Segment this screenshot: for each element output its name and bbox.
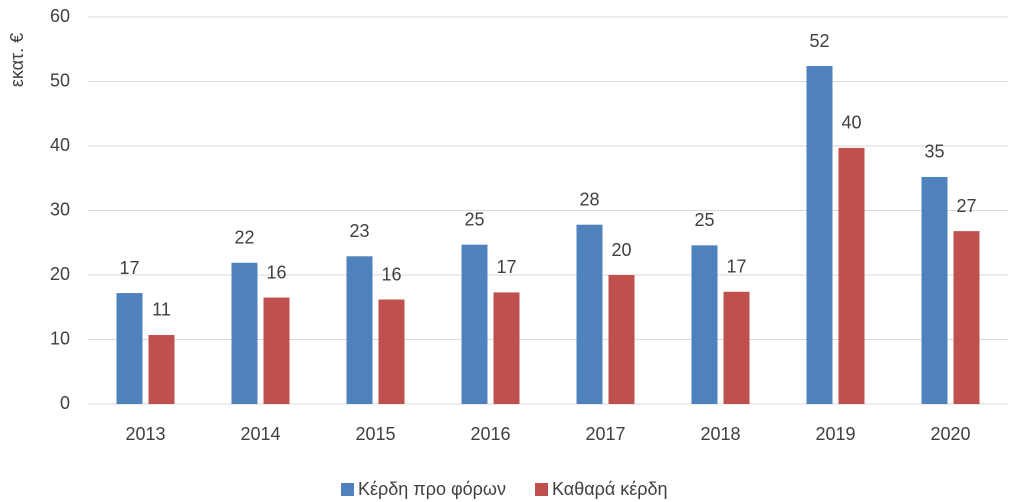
y-tick-label: 0 bbox=[60, 393, 70, 413]
bar bbox=[953, 231, 980, 404]
x-tick-label: 2015 bbox=[355, 424, 395, 444]
bar bbox=[231, 262, 258, 404]
y-tick-label: 50 bbox=[50, 70, 70, 90]
data-label: 17 bbox=[119, 258, 139, 278]
data-label: 17 bbox=[726, 257, 746, 277]
y-tick-label: 10 bbox=[50, 328, 70, 348]
data-label: 22 bbox=[234, 227, 254, 247]
legend-label: Καθαρά κέρδη bbox=[552, 479, 668, 499]
x-tick-label: 2018 bbox=[700, 424, 740, 444]
legend-swatch bbox=[535, 483, 548, 496]
x-tick-label: 2020 bbox=[930, 424, 970, 444]
data-label: 25 bbox=[464, 209, 484, 229]
data-label: 23 bbox=[349, 221, 369, 241]
x-tick-label: 2013 bbox=[125, 424, 165, 444]
y-tick-label: 20 bbox=[50, 264, 70, 284]
data-label: 17 bbox=[496, 257, 516, 277]
y-tick-label: 60 bbox=[50, 6, 70, 26]
bar bbox=[921, 176, 948, 404]
x-tick-label: 2019 bbox=[815, 424, 855, 444]
data-label: 40 bbox=[841, 113, 861, 133]
bar bbox=[461, 244, 488, 404]
bar bbox=[838, 147, 865, 404]
bar bbox=[346, 256, 373, 404]
bar bbox=[576, 224, 603, 404]
data-label: 25 bbox=[694, 210, 714, 230]
bar bbox=[493, 292, 520, 404]
bar bbox=[116, 293, 143, 404]
bar bbox=[806, 66, 833, 405]
data-label: 52 bbox=[809, 31, 829, 51]
y-tick-label: 40 bbox=[50, 135, 70, 155]
data-label: 11 bbox=[152, 300, 171, 320]
bar bbox=[691, 245, 718, 404]
x-tick-label: 2017 bbox=[585, 424, 625, 444]
data-label: 27 bbox=[956, 196, 976, 216]
y-tick-label: 30 bbox=[50, 199, 70, 219]
bar bbox=[148, 334, 175, 404]
data-label: 16 bbox=[381, 264, 401, 284]
y-axis-title: εκατ. € bbox=[7, 33, 27, 87]
bar bbox=[608, 275, 635, 404]
data-label: 16 bbox=[266, 262, 286, 282]
legend-swatch bbox=[341, 483, 354, 496]
x-tick-label: 2016 bbox=[470, 424, 510, 444]
legend-label: Κέρδη προ φόρων bbox=[358, 479, 506, 499]
bar bbox=[378, 299, 405, 404]
data-label: 35 bbox=[924, 142, 944, 162]
bar bbox=[723, 291, 750, 404]
data-label: 20 bbox=[611, 240, 631, 260]
data-label: 28 bbox=[579, 189, 599, 209]
x-tick-label: 2014 bbox=[240, 424, 280, 444]
bar bbox=[263, 297, 290, 404]
